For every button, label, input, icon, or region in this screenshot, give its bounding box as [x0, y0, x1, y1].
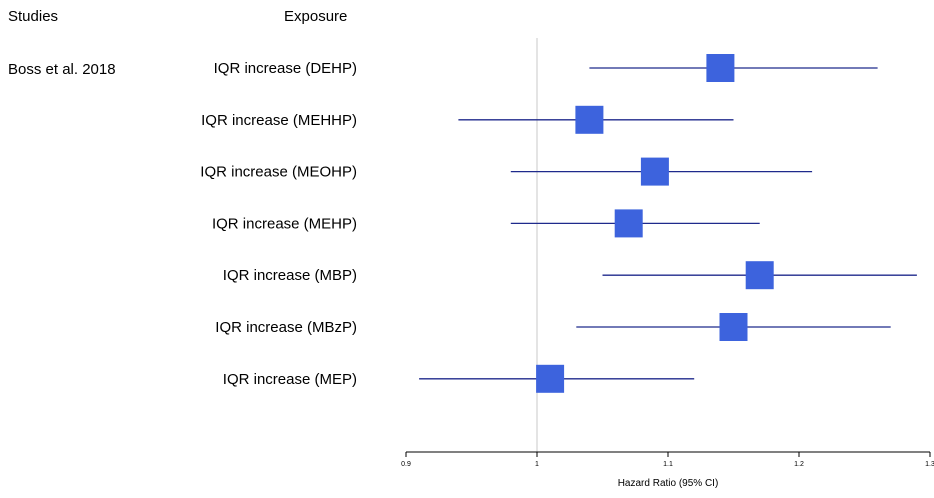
forest-row: IQR increase (MEOHP) [200, 157, 813, 186]
estimate-marker [706, 54, 735, 82]
forest-row: IQR increase (MBP) [223, 261, 917, 290]
exposure-label: IQR increase (MEHHP) [201, 112, 357, 129]
study-label: Boss et al. 2018 [8, 61, 116, 78]
x-tick-label: 1.1 [663, 461, 673, 468]
exposure-label: IQR increase (MBzP) [215, 319, 357, 336]
forest-row: IQR increase (MEP) [223, 364, 695, 393]
forest-row: IQR increase (MEHHP) [201, 105, 734, 134]
x-axis-title: Hazard Ratio (95% CI) [618, 478, 719, 489]
x-tick-label: 1.2 [794, 461, 804, 468]
estimate-marker [719, 313, 748, 341]
forest-row: IQR increase (MBzP) [215, 313, 891, 341]
forest-row: IQR increase (MEHP) [212, 209, 760, 238]
exposure-column-header: Exposure [284, 8, 348, 25]
studies-column-header: Studies [8, 8, 59, 25]
estimate-marker [640, 157, 669, 186]
estimate-marker [614, 209, 643, 238]
exposure-label: IQR increase (MEP) [223, 371, 357, 388]
estimate-marker [536, 364, 565, 393]
forest-row: IQR increase (DEHP) [214, 54, 878, 82]
exposure-label: IQR increase (MBP) [223, 267, 357, 284]
exposure-label: IQR increase (MEOHP) [200, 164, 357, 181]
estimate-marker [575, 105, 604, 134]
estimate-marker [745, 261, 774, 290]
x-tick-label: 0.9 [401, 461, 411, 468]
exposure-label: IQR increase (DEHP) [214, 60, 357, 77]
exposure-label: IQR increase (MEHP) [212, 215, 357, 232]
x-tick-label: 1 [535, 461, 539, 468]
x-tick-label: 1.3 [925, 461, 934, 468]
